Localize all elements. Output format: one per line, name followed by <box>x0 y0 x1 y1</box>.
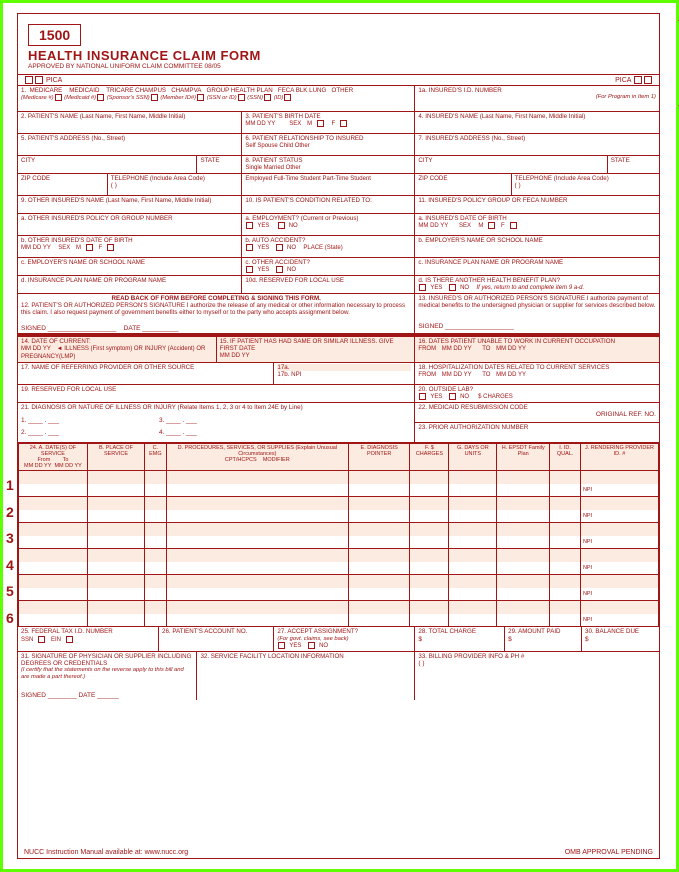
box-11b[interactable]: b. EMPLOYER'S NAME OR SCHOOL NAME <box>415 236 659 257</box>
pica-row: PICA PICA <box>18 74 659 86</box>
box-10c[interactable]: c. OTHER ACCIDENT?YES NO <box>242 258 415 275</box>
box-16[interactable]: 16. DATES PATIENT UNABLE TO WORK IN CURR… <box>415 337 659 362</box>
box-12[interactable]: READ BACK OF FORM BEFORE COMPLETING & SI… <box>18 294 415 333</box>
box-9a[interactable]: a. OTHER INSURED'S POLICY OR GROUP NUMBE… <box>18 214 242 235</box>
box-10: 10. IS PATIENT'S CONDITION RELATED TO: <box>242 196 415 213</box>
box-18[interactable]: 18. HOSPITALIZATION DATES RELATED TO CUR… <box>415 363 659 384</box>
box-24-table[interactable]: 24. A. DATE(S) OF SERVICEFrom ToMM DD YY… <box>18 443 659 627</box>
box-30[interactable]: 30. BALANCE DUE$ <box>582 627 659 651</box>
claim-form: 1500 HEALTH INSURANCE CLAIM FORM APPROVE… <box>17 13 660 859</box>
pica-right: PICA <box>615 77 631 84</box>
box-1[interactable]: 1. MEDICARE MEDICAID TRICARE CHAMPUS CHA… <box>18 86 415 111</box>
form-number-box: 1500 <box>28 24 81 46</box>
box-9b[interactable]: b. OTHER INSURED'S DATE OF BIRTHMM DD YY… <box>18 236 242 257</box>
box-4[interactable]: 4. INSURED'S NAME (Last Name, First Name… <box>415 112 659 133</box>
box-28[interactable]: 28. TOTAL CHARGE$ <box>415 627 505 651</box>
box-1a[interactable]: 1a. INSURED'S I.D. NUMBER (For Program i… <box>415 86 659 111</box>
box-14[interactable]: 14. DATE OF CURRENT:MM DD YY ◄ ILLNESS (… <box>18 337 217 362</box>
box-9d[interactable]: d. INSURANCE PLAN NAME OR PROGRAM NAME <box>18 276 242 293</box>
box-5-zip[interactable]: ZIP CODE <box>18 174 108 195</box>
box-3[interactable]: 3. PATIENT'S BIRTH DATE MM DD YY SEX M F <box>242 112 415 133</box>
box-5-state[interactable]: STATE <box>197 156 242 173</box>
box-7-zip[interactable]: ZIP CODE <box>415 174 511 195</box>
box-7[interactable]: 7. INSURED'S ADDRESS (No., Street) <box>415 134 659 155</box>
box-9c[interactable]: c. EMPLOYER'S NAME OR SCHOOL NAME <box>18 258 242 275</box>
box-9[interactable]: 9. OTHER INSURED'S NAME (Last Name, Firs… <box>18 196 242 213</box>
box-25[interactable]: 25. FEDERAL TAX I.D. NUMBERSSN EIN <box>18 627 159 651</box>
box-15[interactable]: 15. IF PATIENT HAS HAD SAME OR SIMILAR I… <box>217 337 416 362</box>
box-22-23[interactable]: 22. MEDICAID RESUBMISSION CODEORIGINAL R… <box>415 403 659 442</box>
box-8[interactable]: 8. PATIENT STATUS Single Married Other <box>242 156 415 173</box>
form-subtitle: APPROVED BY NATIONAL UNIFORM CLAIM COMMI… <box>28 63 659 70</box>
box-6[interactable]: 6. PATIENT RELATIONSHIP TO INSURED Self … <box>242 134 415 155</box>
box-10b[interactable]: b. AUTO ACCIDENT?YES NO PLACE (State) <box>242 236 415 257</box>
box-32[interactable]: 32. SERVICE FACILITY LOCATION INFORMATIO… <box>197 652 415 700</box>
box-2[interactable]: 2. PATIENT'S NAME (Last Name, First Name… <box>18 112 242 133</box>
box-11d[interactable]: d. IS THERE ANOTHER HEALTH BENEFIT PLAN?… <box>415 276 659 293</box>
box-7-phone[interactable]: TELEPHONE (Include Area Code)( ) <box>512 174 659 195</box>
footer-left: NUCC Instruction Manual available at: ww… <box>24 849 188 856</box>
form-title: HEALTH INSURANCE CLAIM FORM <box>28 48 659 63</box>
box-7-city[interactable]: CITY <box>415 156 607 173</box>
box-5-city[interactable]: CITY <box>18 156 197 173</box>
box-13[interactable]: 13. INSURED'S OR AUTHORIZED PERSON'S SIG… <box>415 294 659 333</box>
box-17ab[interactable]: 17a.17b. NPI <box>274 363 415 384</box>
box-17[interactable]: 17. NAME OF REFERRING PROVIDER OR OTHER … <box>18 363 274 384</box>
box-10d[interactable]: 10d. RESERVED FOR LOCAL USE <box>242 276 415 293</box>
box-21[interactable]: 21. DIAGNOSIS OR NATURE OF ILLNESS OR IN… <box>18 403 415 442</box>
box-11c[interactable]: c. INSURANCE PLAN NAME OR PROGRAM NAME <box>415 258 659 275</box>
box-5[interactable]: 5. PATIENT'S ADDRESS (No., Street) <box>18 134 242 155</box>
pica-left: PICA <box>46 77 62 84</box>
box-5-phone[interactable]: TELEPHONE (Include Area Code)( ) <box>108 174 243 195</box>
box-10a[interactable]: a. EMPLOYMENT? (Current or Previous)YES … <box>242 214 415 235</box>
box-31[interactable]: 31. SIGNATURE OF PHYSICIAN OR SUPPLIER I… <box>18 652 197 700</box>
footer-right: OMB APPROVAL PENDING <box>565 849 653 856</box>
box-29[interactable]: 29. AMOUNT PAID$ <box>505 627 582 651</box>
box-20[interactable]: 20. OUTSIDE LAB?YES NO $ CHARGES <box>415 385 659 402</box>
box-19[interactable]: 19. RESERVED FOR LOCAL USE <box>18 385 415 402</box>
box-26[interactable]: 26. PATIENT'S ACCOUNT NO. <box>159 627 274 651</box>
box-11[interactable]: 11. INSURED'S POLICY GROUP OR FECA NUMBE… <box>415 196 659 213</box>
box-7-state[interactable]: STATE <box>608 156 659 173</box>
box-27[interactable]: 27. ACCEPT ASSIGNMENT?(For govt. claims,… <box>274 627 415 651</box>
box-33[interactable]: 33. BILLING PROVIDER INFO & PH # ( ) <box>415 652 659 700</box>
box-8-line2[interactable]: Employed Full-Time Student Part-Time Stu… <box>242 174 415 195</box>
box-11a[interactable]: a. INSURED'S DATE OF BIRTHMM DD YY SEX M… <box>415 214 659 235</box>
